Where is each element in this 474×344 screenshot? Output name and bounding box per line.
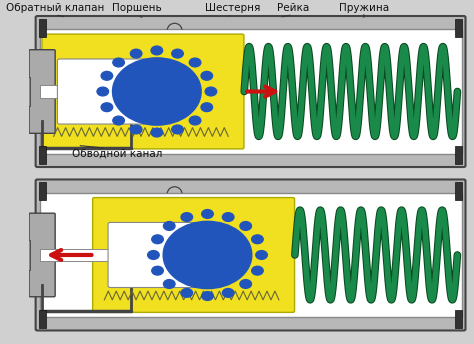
Bar (455, 310, 463, 327)
Circle shape (181, 213, 192, 222)
Circle shape (130, 125, 142, 134)
Circle shape (202, 292, 213, 300)
Circle shape (101, 103, 113, 111)
Bar (39, 85, 60, 98)
Circle shape (151, 128, 163, 137)
Circle shape (202, 209, 213, 218)
Circle shape (189, 58, 201, 67)
Bar (39, 310, 46, 327)
FancyBboxPatch shape (92, 197, 294, 312)
Circle shape (181, 289, 192, 297)
Text: Поршень: Поршень (112, 3, 162, 13)
Circle shape (201, 72, 212, 80)
Circle shape (101, 72, 113, 80)
Circle shape (240, 280, 252, 288)
Circle shape (148, 251, 159, 259)
Circle shape (130, 49, 142, 58)
Bar (24, 240, 30, 270)
FancyBboxPatch shape (29, 50, 55, 133)
Text: Обводной канал: Обводной канал (72, 149, 163, 159)
Bar (39, 193, 462, 317)
Text: Пружина: Пружина (339, 3, 389, 13)
Circle shape (172, 125, 183, 134)
Bar (455, 147, 463, 164)
Circle shape (222, 289, 234, 297)
Circle shape (163, 221, 252, 289)
Bar (24, 77, 30, 106)
Circle shape (164, 222, 175, 230)
Circle shape (172, 49, 183, 58)
Circle shape (152, 235, 164, 244)
Bar (455, 19, 463, 37)
Circle shape (113, 116, 124, 125)
Bar (39, 147, 46, 164)
Circle shape (113, 58, 124, 67)
Circle shape (252, 266, 263, 275)
Circle shape (164, 280, 175, 288)
Circle shape (189, 116, 201, 125)
Circle shape (205, 87, 217, 96)
Bar (39, 182, 46, 200)
Circle shape (97, 87, 109, 96)
Circle shape (252, 235, 263, 244)
Bar (39, 19, 46, 37)
Circle shape (256, 251, 267, 259)
FancyBboxPatch shape (42, 34, 244, 149)
Circle shape (222, 213, 234, 222)
Bar (39, 29, 462, 154)
Text: Обратный клапан: Обратный клапан (6, 3, 104, 13)
FancyBboxPatch shape (29, 213, 55, 297)
Text: Шестерня: Шестерня (205, 3, 261, 13)
FancyBboxPatch shape (36, 16, 465, 167)
Circle shape (240, 222, 252, 230)
FancyBboxPatch shape (36, 180, 465, 331)
Circle shape (151, 46, 163, 55)
Circle shape (201, 103, 212, 111)
Circle shape (112, 58, 201, 125)
Circle shape (152, 266, 164, 275)
FancyBboxPatch shape (108, 223, 196, 288)
Text: Рейка: Рейка (277, 3, 309, 13)
Bar (455, 182, 463, 200)
Bar (39, 249, 110, 261)
FancyBboxPatch shape (57, 59, 145, 124)
